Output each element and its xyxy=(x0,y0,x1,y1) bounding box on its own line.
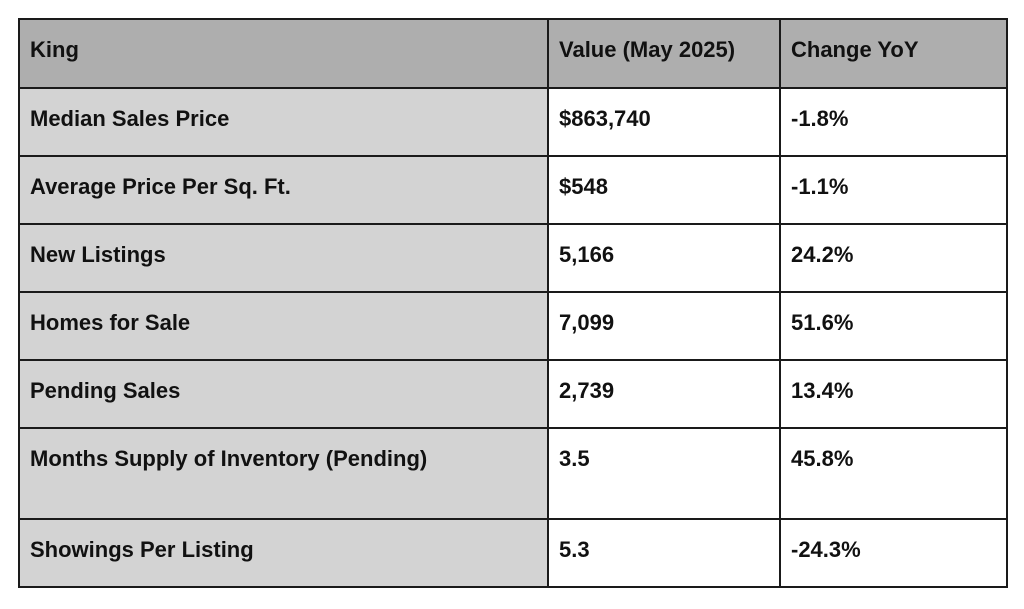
header-value: Value (May 2025) xyxy=(547,18,781,89)
metric-label: Median Sales Price xyxy=(18,87,549,157)
metric-value: 7,099 xyxy=(547,291,781,361)
metric-change: -24.3% xyxy=(779,518,1008,588)
table-row: New Listings 5,166 24.2% xyxy=(18,223,1008,293)
metric-change: 24.2% xyxy=(779,223,1008,293)
table-row: Average Price Per Sq. Ft. $548 -1.1% xyxy=(18,155,1008,225)
metric-change: -1.1% xyxy=(779,155,1008,225)
metric-label: Showings Per Listing xyxy=(18,518,549,588)
metric-label: Months Supply of Inventory (Pending) xyxy=(18,427,549,520)
header-change: Change YoY xyxy=(779,18,1008,89)
metric-label: Pending Sales xyxy=(18,359,549,429)
market-stats-table: King Value (May 2025) Change YoY Median … xyxy=(18,18,1008,588)
metric-value: 3.5 xyxy=(547,427,781,520)
metric-label: Homes for Sale xyxy=(18,291,549,361)
metric-value: $548 xyxy=(547,155,781,225)
metric-label: Average Price Per Sq. Ft. xyxy=(18,155,549,225)
metric-change: 51.6% xyxy=(779,291,1008,361)
table-row: Pending Sales 2,739 13.4% xyxy=(18,359,1008,429)
header-region: King xyxy=(18,18,549,89)
metric-label: New Listings xyxy=(18,223,549,293)
metric-value: 5,166 xyxy=(547,223,781,293)
metric-change: 45.8% xyxy=(779,427,1008,520)
metric-change: 13.4% xyxy=(779,359,1008,429)
metric-value: 5.3 xyxy=(547,518,781,588)
table-row: Homes for Sale 7,099 51.6% xyxy=(18,291,1008,361)
table-row: Showings Per Listing 5.3 -24.3% xyxy=(18,518,1008,588)
metric-value: 2,739 xyxy=(547,359,781,429)
metric-change: -1.8% xyxy=(779,87,1008,157)
table-row: Median Sales Price $863,740 -1.8% xyxy=(18,87,1008,157)
metric-value: $863,740 xyxy=(547,87,781,157)
table-row: Months Supply of Inventory (Pending) 3.5… xyxy=(18,427,1008,520)
table-header-row: King Value (May 2025) Change YoY xyxy=(18,18,1008,89)
